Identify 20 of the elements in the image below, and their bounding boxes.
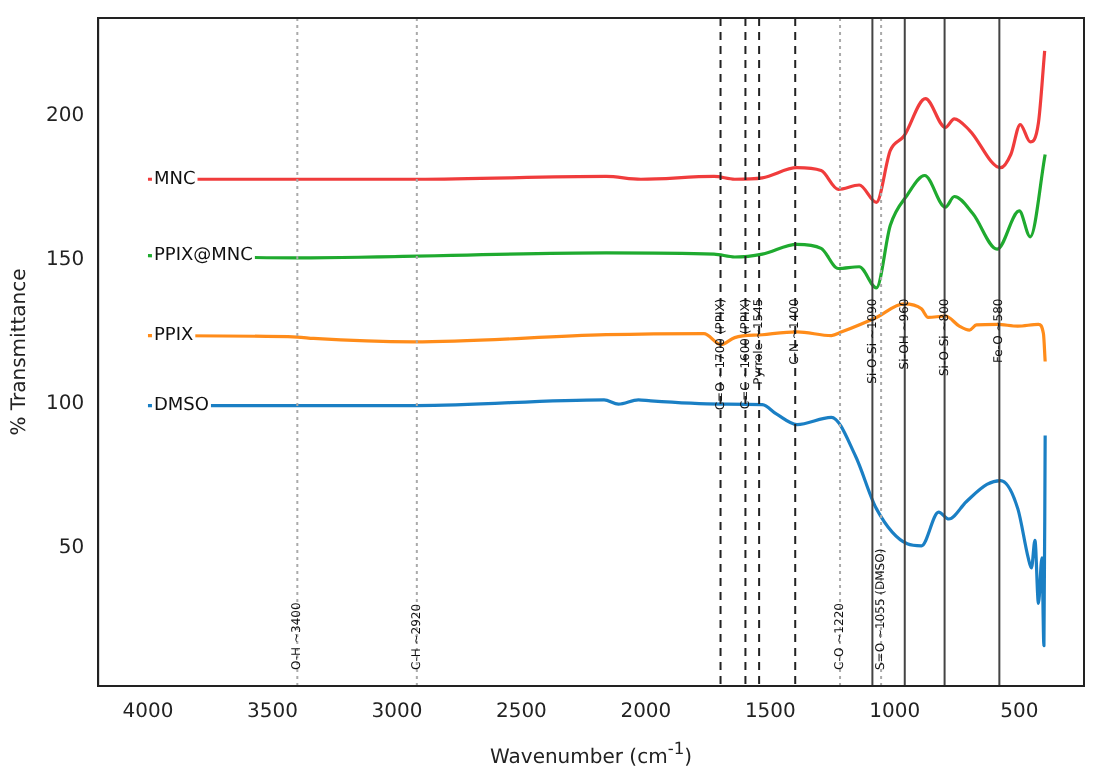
- x-tick-label: 500: [1000, 701, 1039, 724]
- x-axis-title: Wavenumber (cm$^{-1}$): [490, 736, 693, 770]
- x-tick-label: 3500: [246, 701, 298, 724]
- series-label: MNC: [153, 169, 196, 190]
- x-tick-label: 2000: [620, 701, 672, 724]
- y-axis-title: % Transmittance: [9, 268, 32, 436]
- line-series: [146, 49, 1047, 204]
- series-label: DMSO: [153, 396, 209, 417]
- line-series: [146, 152, 1047, 290]
- y-tick-label: 50: [58, 536, 85, 559]
- x-tick-label: 2500: [495, 701, 547, 724]
- series-label: PPIX@MNC: [153, 246, 253, 267]
- x-tick-label: 1000: [869, 701, 921, 724]
- y-tick-label: 150: [45, 249, 85, 272]
- x-tick-label: 1500: [744, 701, 796, 724]
- x-tick-label: 4000: [122, 701, 174, 724]
- x-tick-label: 3000: [371, 701, 423, 724]
- y-tick-label: 100: [45, 393, 85, 416]
- y-tick-label: 200: [45, 105, 85, 128]
- series-label: PPIX: [153, 326, 194, 347]
